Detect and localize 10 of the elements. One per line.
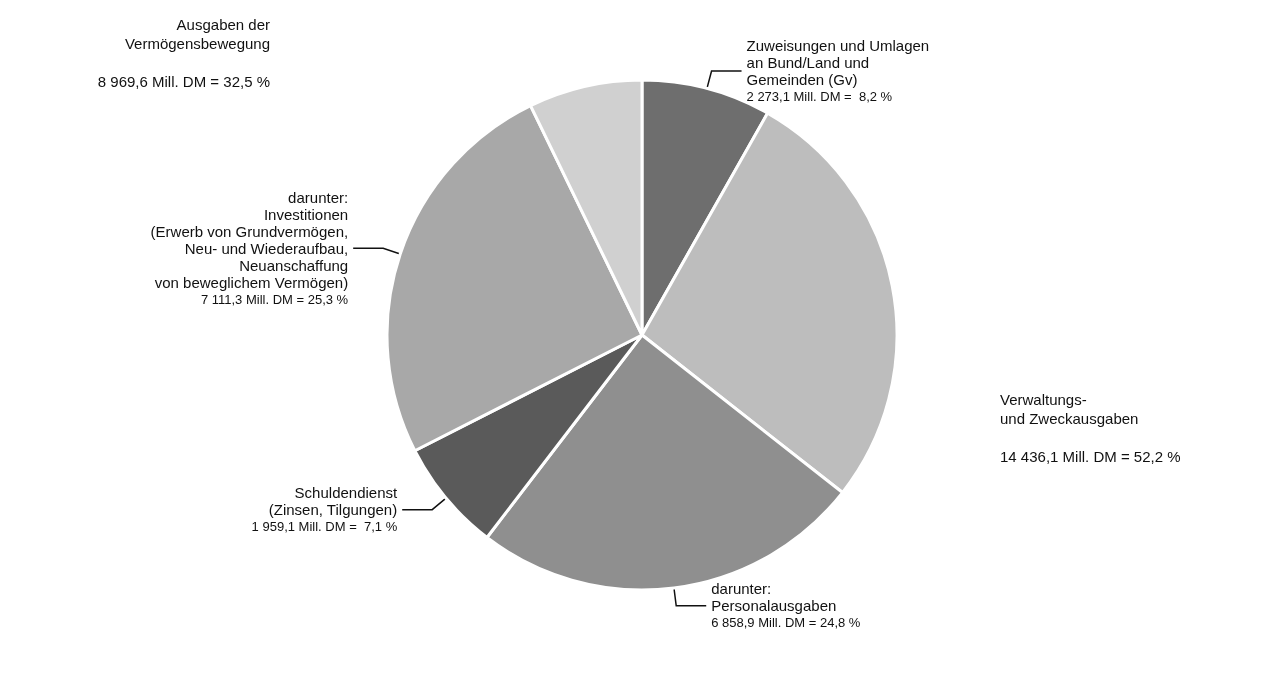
data-label: 7 111,3 Mill. DM = 25,3 % (200, 291, 349, 307)
slice-label: darunter: Investitionen (Erwerb von Grundvermögen, Neu- und Wiederaufbau, Neuanschaffung von beweglichem Vermögen) (150, 188, 349, 291)
slice-label: darunter: Personalausgaben (711, 580, 837, 615)
text: Ausgaben der Vermögensbewegung 8 969,6 Mill. DM = 32,5 % (97, 16, 270, 90)
data-label: 2 273,1 Mill. DM = 8,2 % (746, 89, 893, 105)
text: Verwaltungs- und Zweckausgaben 14 436,1 Mill. DM = 52,2 % (1000, 391, 1181, 465)
slice-label: Zuweisungen und Umlagen an Bund/Land und Gemeinden (Gv) (746, 37, 930, 89)
data-label: 1 959,1 Mill. DM = 7,1 % (251, 519, 398, 535)
slice-label: Schuldendienst (Zinsen, Tilgungen) (268, 484, 399, 519)
data-label: 6 858,9 Mill. DM = 24,8 % (711, 615, 861, 631)
